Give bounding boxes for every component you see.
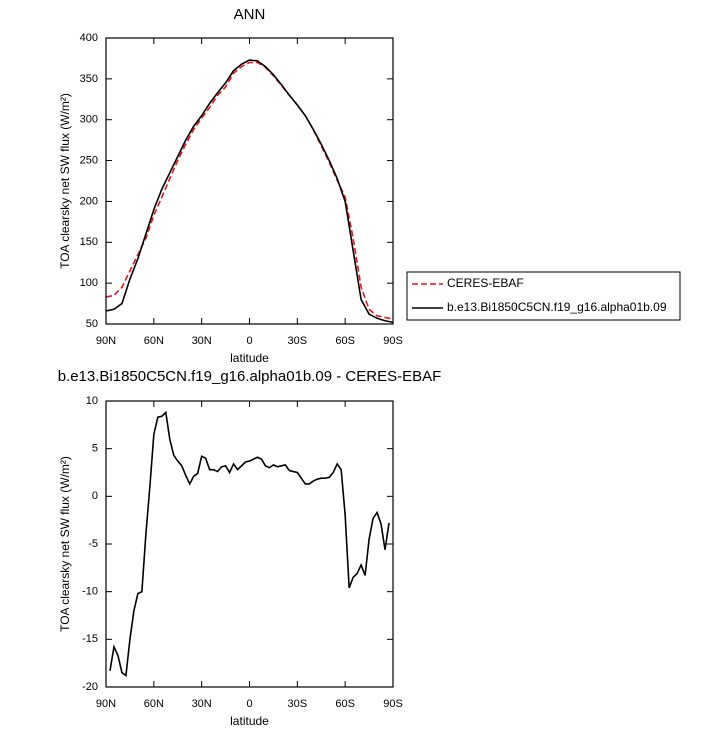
x-tick-label: 60N	[144, 335, 164, 347]
y-tick-label: 5	[92, 443, 98, 455]
y-tick-label: 150	[80, 236, 98, 248]
x-tick-label: 30S	[288, 698, 308, 710]
x-tick-label: 0	[246, 698, 252, 710]
y-tick-label: 350	[80, 73, 98, 85]
x-tick-label: 60S	[335, 335, 355, 347]
y-tick-label: 100	[80, 277, 98, 289]
x-tick-label: 30N	[192, 698, 212, 710]
data-line	[105, 61, 394, 320]
x-tick-label: 90S	[383, 335, 403, 347]
y-tick-label: 250	[80, 154, 98, 166]
y-axis-label: TOA clearsky net SW flux (W/m²)	[58, 93, 72, 269]
y-tick-label: -5	[88, 538, 98, 550]
x-tick-label: 90N	[96, 698, 116, 710]
y-tick-label: 300	[80, 114, 98, 126]
y-axis-label: TOA clearsky net SW flux (W/m²)	[58, 456, 72, 632]
data-line	[109, 410, 390, 678]
x-tick-label: 30N	[192, 335, 212, 347]
x-tick-label: 30S	[288, 335, 308, 347]
y-tick-label: -10	[82, 586, 98, 598]
x-axis-label: latitude	[230, 351, 269, 365]
legend-label: CERES-EBAF	[447, 276, 524, 290]
x-tick-label: 90S	[383, 698, 403, 710]
y-tick-label: 50	[86, 318, 98, 330]
x-tick-label: 60S	[335, 698, 355, 710]
y-tick-label: 400	[80, 32, 98, 44]
y-tick-label: 200	[80, 195, 98, 207]
y-tick-label: 10	[86, 395, 98, 407]
plot-frame	[105, 37, 394, 325]
y-tick-label: -20	[82, 681, 98, 693]
y-tick-label: 0	[92, 490, 98, 502]
legend-box	[406, 271, 681, 321]
legend-label: b.e13.Bi1850C5CN.f19_g16.alpha01b.09	[447, 300, 667, 314]
chart-title: b.e13.Bi1850C5CN.f19_g16.alpha01b.09 - C…	[58, 368, 442, 385]
data-line	[105, 59, 394, 324]
x-tick-label: 90N	[96, 335, 116, 347]
x-tick-label: 0	[246, 335, 252, 347]
chart-title: ANN	[234, 6, 266, 23]
plot-frame	[105, 400, 394, 688]
y-tick-label: -15	[82, 633, 98, 645]
x-axis-label: latitude	[230, 714, 269, 728]
x-tick-label: 60N	[144, 698, 164, 710]
